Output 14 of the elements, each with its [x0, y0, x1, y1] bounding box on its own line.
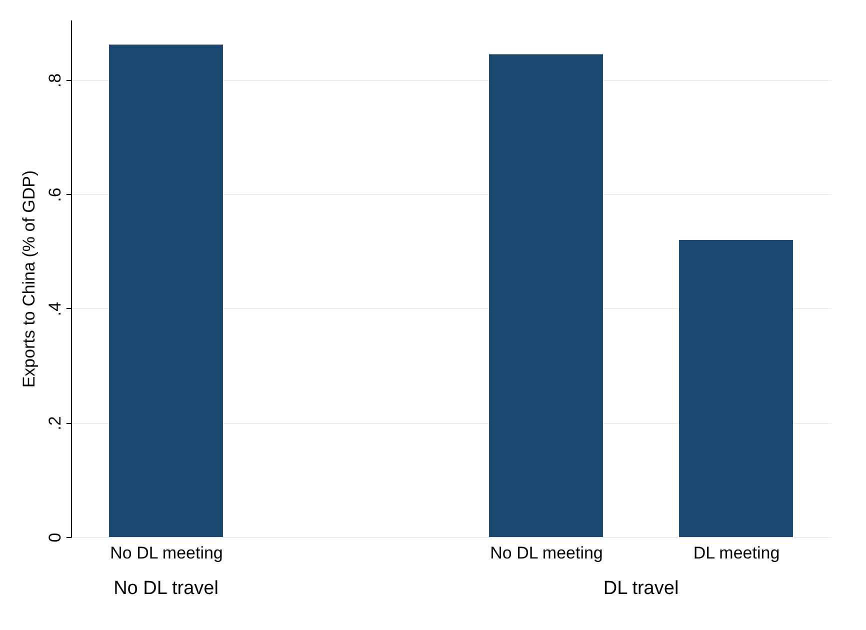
y-tick-label: 0 — [46, 532, 64, 542]
text: No DL travel — [114, 578, 218, 599]
x-tick-label: No DL meeting — [490, 544, 603, 562]
y-tick-label: .6 — [46, 188, 64, 202]
bar — [109, 44, 223, 537]
bar — [489, 54, 603, 537]
x-tick-label: No DL meeting — [110, 544, 223, 562]
bar — [679, 240, 793, 537]
x-tick-label: DL meeting — [693, 544, 780, 562]
y-axis-title: Exports to China (% of GDP) — [20, 170, 38, 388]
text: DL travel — [603, 578, 679, 599]
y-tick-label: .8 — [46, 73, 64, 88]
y-tick-label: .4 — [46, 302, 64, 316]
y-tick-label: .2 — [46, 416, 64, 430]
